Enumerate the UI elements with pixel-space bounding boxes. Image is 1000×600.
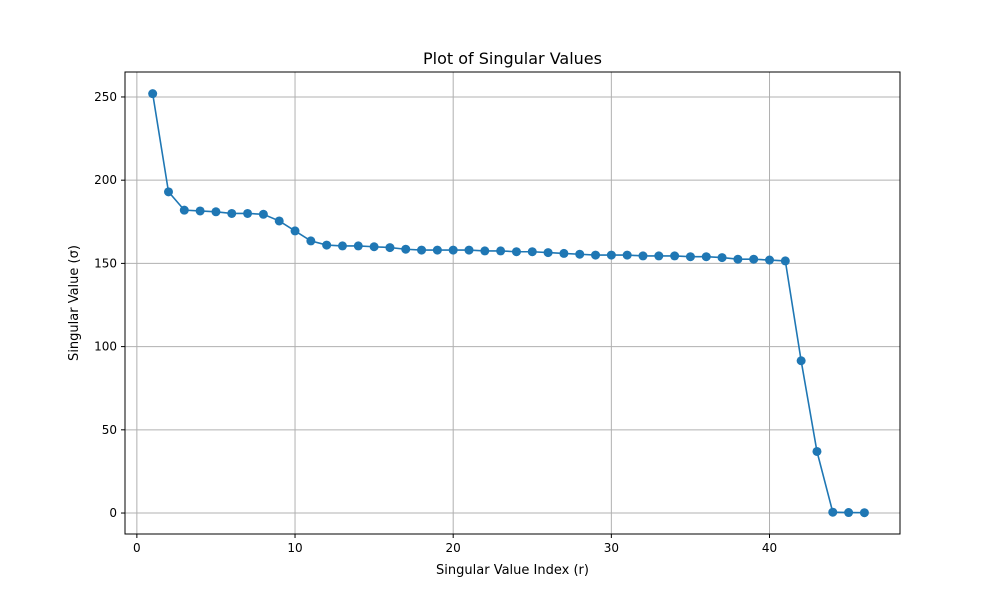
data-point	[780, 256, 790, 266]
y-tick-label: 50	[102, 423, 117, 437]
data-point	[258, 209, 268, 219]
data-point	[322, 240, 332, 250]
data-point	[638, 251, 648, 261]
data-point	[211, 207, 221, 217]
x-tick-label: 30	[604, 541, 619, 555]
data-point	[227, 208, 237, 218]
data-point	[733, 254, 743, 264]
data-point	[496, 246, 506, 256]
data-point	[401, 244, 411, 254]
y-tick-label: 150	[94, 256, 117, 270]
tick-layer: 0 10 20 30 40 0 50 100 150 200 250	[94, 90, 777, 555]
data-point	[749, 254, 759, 264]
x-tick-label: 20	[446, 541, 461, 555]
data-point	[670, 251, 680, 261]
data-point	[543, 248, 553, 258]
data-point	[148, 89, 158, 99]
data-point	[622, 250, 632, 260]
data-point	[717, 253, 727, 263]
y-tick-label: 100	[94, 340, 117, 354]
data-point	[511, 247, 521, 257]
y-tick-label: 250	[94, 90, 117, 104]
data-point	[290, 226, 300, 236]
x-tick-label: 40	[762, 541, 777, 555]
data-point	[195, 206, 205, 216]
data-point	[828, 507, 838, 517]
x-axis-label: Singular Value Index (r)	[436, 563, 589, 578]
data-point	[353, 241, 363, 251]
plot-frame	[124, 71, 901, 535]
data-point	[685, 252, 695, 262]
data-point	[606, 250, 616, 260]
data-point	[385, 243, 395, 253]
data-point	[527, 247, 537, 257]
series-layer	[148, 89, 869, 518]
y-axis-label: Singular Value (σ)	[67, 245, 82, 361]
data-point	[274, 216, 284, 226]
data-point	[844, 508, 854, 518]
x-tick-label: 10	[287, 541, 302, 555]
data-point	[369, 242, 379, 252]
grid-layer	[125, 72, 900, 534]
data-point	[306, 236, 316, 246]
chart-title: Plot of Singular Values	[423, 49, 602, 68]
data-point	[464, 245, 474, 255]
data-point	[243, 208, 253, 218]
data-point	[859, 508, 869, 518]
data-point	[432, 245, 442, 255]
data-point	[812, 446, 822, 456]
y-tick-label: 200	[94, 173, 117, 187]
x-tick-label: 0	[133, 541, 141, 555]
data-point	[591, 250, 601, 260]
data-point	[337, 241, 347, 251]
data-point	[417, 245, 427, 255]
data-point	[163, 187, 173, 197]
data-point	[559, 248, 569, 258]
series-line	[151, 93, 865, 514]
y-tick-label: 0	[109, 506, 117, 520]
data-point	[448, 245, 458, 255]
data-point	[480, 246, 490, 256]
data-point	[654, 251, 664, 261]
data-point	[796, 356, 806, 366]
data-point	[701, 252, 711, 262]
data-point	[765, 255, 775, 265]
data-point	[575, 249, 585, 259]
data-point	[179, 205, 189, 215]
